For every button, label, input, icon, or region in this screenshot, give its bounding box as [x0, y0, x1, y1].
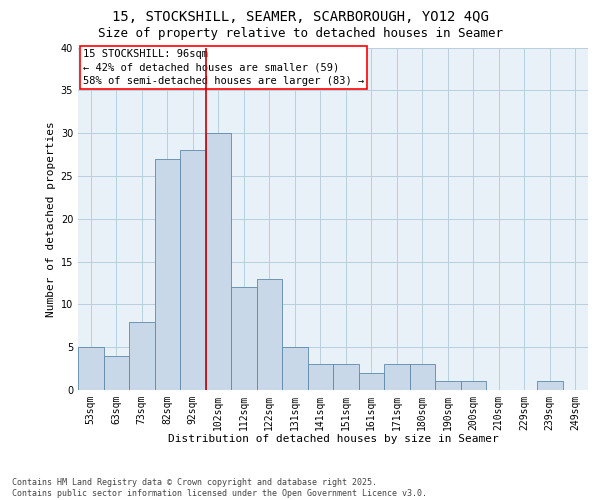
- X-axis label: Distribution of detached houses by size in Seamer: Distribution of detached houses by size …: [167, 434, 499, 444]
- Bar: [333, 364, 359, 390]
- Bar: [282, 347, 308, 390]
- Bar: [205, 133, 231, 390]
- Bar: [231, 287, 257, 390]
- Y-axis label: Number of detached properties: Number of detached properties: [46, 121, 56, 316]
- Bar: [537, 382, 563, 390]
- Bar: [409, 364, 435, 390]
- Bar: [180, 150, 205, 390]
- Bar: [155, 159, 180, 390]
- Bar: [129, 322, 155, 390]
- Bar: [104, 356, 129, 390]
- Bar: [78, 347, 104, 390]
- Bar: [359, 373, 384, 390]
- Bar: [308, 364, 333, 390]
- Text: 15 STOCKSHILL: 96sqm
← 42% of detached houses are smaller (59)
58% of semi-detac: 15 STOCKSHILL: 96sqm ← 42% of detached h…: [83, 49, 364, 86]
- Text: Contains HM Land Registry data © Crown copyright and database right 2025.
Contai: Contains HM Land Registry data © Crown c…: [12, 478, 427, 498]
- Bar: [461, 382, 486, 390]
- Bar: [384, 364, 409, 390]
- Bar: [435, 382, 461, 390]
- Bar: [257, 278, 282, 390]
- Text: 15, STOCKSHILL, SEAMER, SCARBOROUGH, YO12 4QG: 15, STOCKSHILL, SEAMER, SCARBOROUGH, YO1…: [112, 10, 488, 24]
- Text: Size of property relative to detached houses in Seamer: Size of property relative to detached ho…: [97, 28, 503, 40]
